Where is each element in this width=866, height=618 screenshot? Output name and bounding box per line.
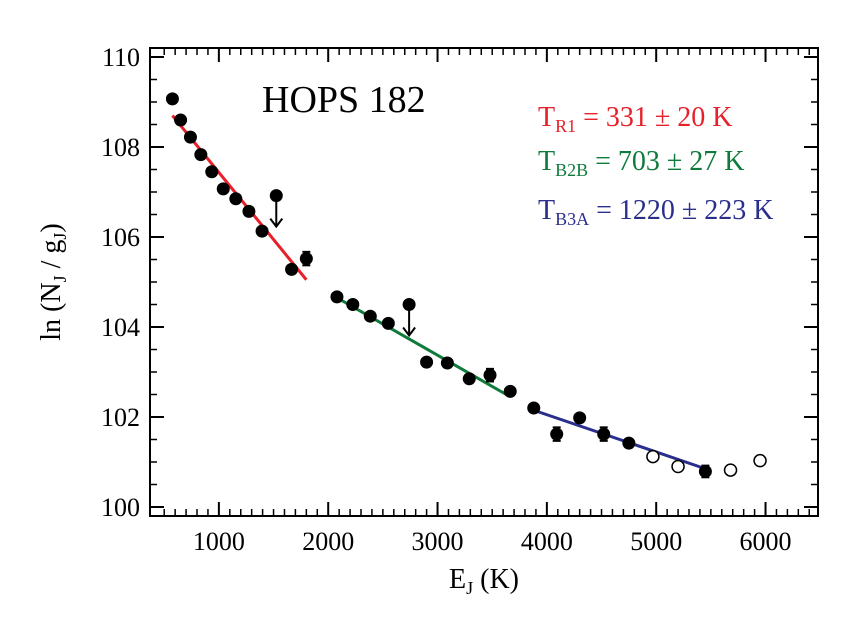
plot-frame bbox=[149, 47, 819, 517]
data-point bbox=[550, 427, 564, 441]
x-axis-label-sub: J bbox=[466, 578, 473, 598]
y-axis-label-mid: / g bbox=[36, 240, 67, 276]
y-tick-label: 102 bbox=[101, 403, 140, 432]
y-tick-label: 100 bbox=[101, 493, 140, 522]
data-point bbox=[363, 309, 377, 323]
data-point-open bbox=[723, 463, 738, 477]
y-tick-label: 108 bbox=[101, 133, 140, 162]
temperature-symbol: T bbox=[538, 102, 555, 133]
data-point bbox=[440, 356, 454, 370]
temperature-subscript: B3A bbox=[555, 209, 589, 229]
data-points bbox=[165, 92, 767, 479]
x-axis-label: EJ (K) bbox=[449, 564, 519, 598]
temperature-symbol: T bbox=[538, 146, 555, 177]
data-point-open bbox=[671, 459, 685, 474]
y-axis-label-sub1: J bbox=[50, 275, 70, 282]
data-point bbox=[299, 252, 313, 266]
x-tick-label: 5000 bbox=[630, 527, 682, 556]
data-point bbox=[381, 316, 395, 330]
fit-line-b2b bbox=[336, 296, 511, 399]
upper-limit-point bbox=[269, 189, 283, 203]
data-point bbox=[165, 92, 179, 106]
upper-limit-point bbox=[402, 298, 416, 311]
x-tick-label: 4000 bbox=[521, 527, 573, 556]
x-tick-label: 6000 bbox=[740, 527, 792, 556]
x-tick-label: 1000 bbox=[193, 527, 245, 556]
data-point bbox=[597, 427, 611, 441]
temperature-value: = 331 ± 20 K bbox=[576, 102, 732, 133]
temperature-value: = 703 ± 27 K bbox=[588, 146, 744, 177]
upper-limit-arrow-head bbox=[402, 326, 416, 338]
x-tick-label: 3000 bbox=[412, 527, 464, 556]
data-point bbox=[285, 262, 299, 276]
data-point bbox=[174, 113, 188, 127]
data-point bbox=[527, 401, 541, 415]
temperature-subscript: R1 bbox=[555, 116, 576, 136]
data-point bbox=[462, 372, 476, 386]
y-tick-label: 110 bbox=[102, 43, 140, 72]
y-axis-label-tail: ) bbox=[36, 223, 67, 232]
data-point bbox=[346, 298, 360, 311]
y-axis-label: ln (NJ / gJ) bbox=[36, 223, 70, 340]
temperature-label-r1: TR1 = 331 ± 20 K bbox=[538, 102, 733, 136]
data-point bbox=[698, 464, 712, 478]
temperature-label-b2b: TB2B = 703 ± 27 K bbox=[538, 146, 745, 180]
data-point bbox=[622, 436, 636, 450]
data-point bbox=[330, 290, 344, 304]
data-point bbox=[483, 368, 497, 382]
temperature-subscript: B2B bbox=[555, 160, 588, 180]
temperature-value: = 1220 ± 223 K bbox=[589, 195, 773, 226]
data-point bbox=[229, 192, 243, 206]
upper-limit-arrow-head bbox=[269, 218, 284, 229]
temperature-symbol: T bbox=[538, 195, 555, 226]
data-point bbox=[216, 182, 230, 196]
y-tick-label: 106 bbox=[101, 223, 140, 252]
data-point bbox=[205, 165, 219, 179]
y-tick-label: 104 bbox=[101, 313, 140, 342]
data-point bbox=[420, 355, 434, 369]
x-axis-label-tail: (K) bbox=[473, 564, 519, 595]
data-point bbox=[242, 204, 256, 218]
x-tick-label: 2000 bbox=[302, 527, 354, 556]
x-axis-label-main: E bbox=[449, 564, 466, 595]
chart-title: HOPS 182 bbox=[262, 79, 426, 121]
temperature-label-b3a: TB3A = 1220 ± 223 K bbox=[538, 195, 774, 229]
y-axis-label-pre: ln (N bbox=[36, 282, 67, 340]
ticks-layer: 1000 2000 3000 4000 5000 6000 100 102 104 106 108 1… bbox=[101, 43, 818, 556]
data-point bbox=[573, 411, 587, 425]
fit-line-b3a bbox=[533, 408, 706, 471]
data-point-open bbox=[646, 449, 660, 464]
data-point-open bbox=[753, 453, 767, 468]
y-axis-label-sub2: J bbox=[50, 233, 70, 240]
data-point bbox=[194, 148, 208, 162]
data-point bbox=[183, 130, 197, 144]
data-point bbox=[255, 224, 269, 238]
data-point bbox=[503, 384, 517, 398]
